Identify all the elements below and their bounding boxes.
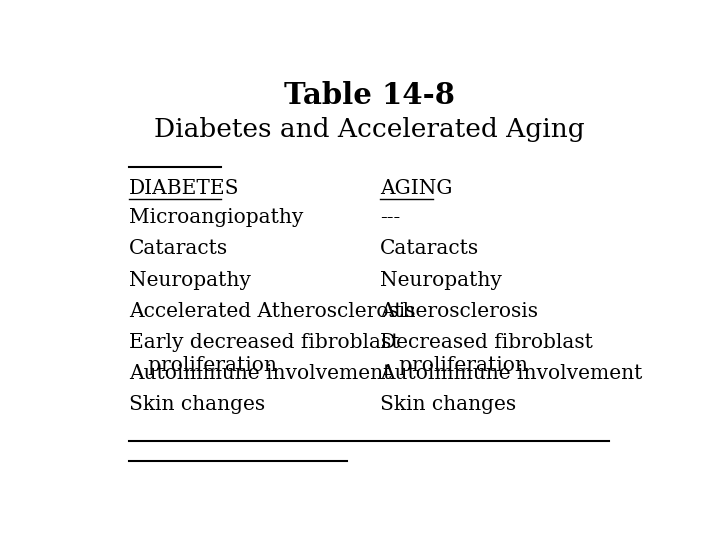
Text: Accelerated Atherosclerosis: Accelerated Atherosclerosis — [129, 302, 415, 321]
Text: Diabetes and Accelerated Aging: Diabetes and Accelerated Aging — [153, 117, 585, 142]
Text: Cataracts: Cataracts — [129, 239, 228, 259]
Text: ---: --- — [380, 208, 400, 227]
Text: Autoimmune involvement: Autoimmune involvement — [380, 364, 642, 383]
Text: Skin changes: Skin changes — [380, 395, 516, 414]
Text: Microangiopathy: Microangiopathy — [129, 208, 303, 227]
Text: Neuropathy: Neuropathy — [380, 271, 502, 289]
Text: Neuropathy: Neuropathy — [129, 271, 251, 289]
Text: AGING: AGING — [380, 179, 453, 198]
Text: Early decreased fibroblast
   proliferation: Early decreased fibroblast proliferation — [129, 333, 400, 375]
Text: Skin changes: Skin changes — [129, 395, 265, 414]
Text: Autoimmune involvement: Autoimmune involvement — [129, 364, 392, 383]
Text: Table 14-8: Table 14-8 — [284, 82, 454, 111]
Text: DIABETES: DIABETES — [129, 179, 240, 198]
Text: Cataracts: Cataracts — [380, 239, 480, 259]
Text: Atherosclerosis: Atherosclerosis — [380, 302, 538, 321]
Text: Decreased fibroblast
   proliferation: Decreased fibroblast proliferation — [380, 333, 593, 375]
